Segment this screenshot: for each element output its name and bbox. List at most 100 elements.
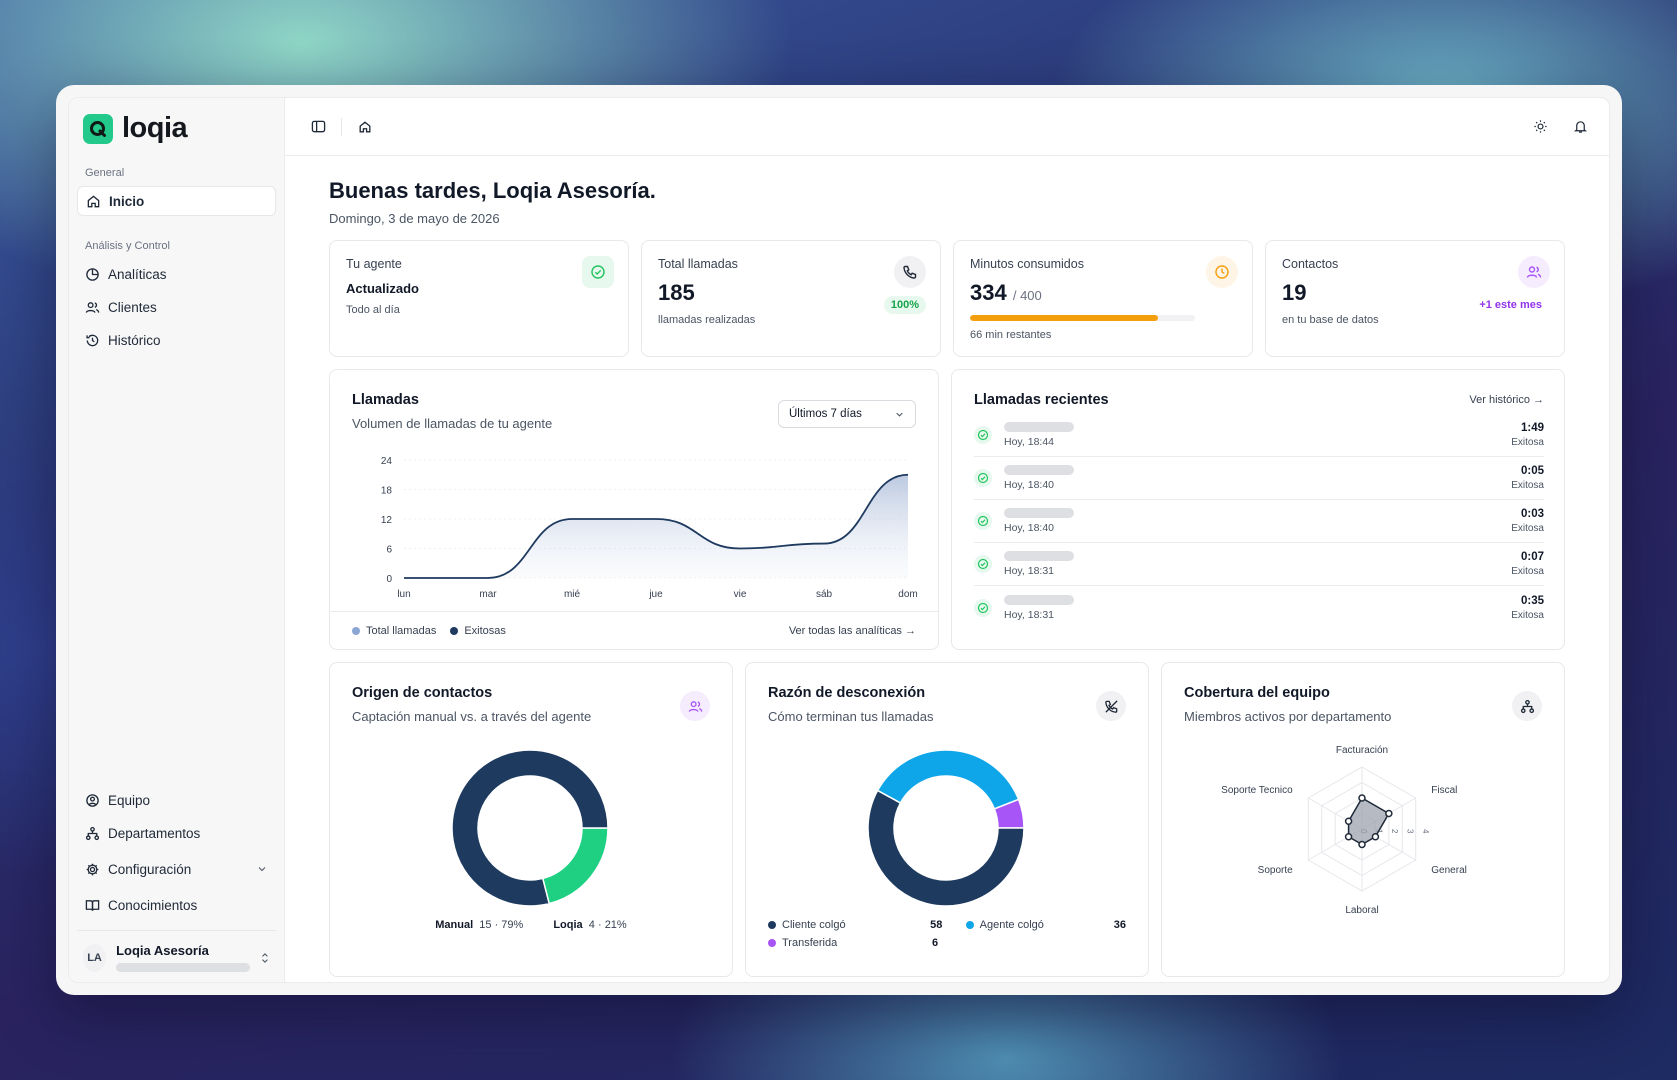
legend-value: 4 · 21% [588, 919, 627, 931]
history-icon [86, 334, 99, 346]
y-tick-label: 0 [386, 574, 392, 585]
list-item[interactable]: Hoy, 18:40 0:05 Exitosa [974, 457, 1544, 500]
app-frame: loqia General Inicio Análisis y Control … [68, 97, 1610, 983]
stat-title: Contactos [1282, 257, 1339, 271]
call-duration: 0:35 [1520, 594, 1544, 607]
check-circle-icon [974, 426, 992, 444]
legend-label: Exitosas [464, 624, 506, 637]
list-item[interactable]: Hoy, 18:31 0:07 Exitosa [974, 543, 1544, 586]
panel-title: Cobertura del equipo [1184, 685, 1330, 701]
home-icon [359, 120, 371, 132]
sidebar-item-label: Departamentos [108, 825, 201, 841]
sidebar-item-label: Analíticas [108, 266, 167, 282]
phone-off-icon [1096, 691, 1126, 721]
avatar: LA [83, 943, 107, 972]
panel-title: Origen de contactos [352, 685, 493, 701]
caller-name-redacted [1004, 422, 1074, 432]
check-circle-icon [974, 512, 992, 530]
radar-area [1347, 796, 1390, 846]
call-duration: 0:03 [1520, 508, 1544, 520]
contacts-card[interactable]: Contactos 19 en tu base de datos +1 este… [1265, 240, 1565, 357]
agent-status-card[interactable]: Tu agente Actualizado Todo al día [329, 240, 629, 357]
sidebar-item-configuracion[interactable]: Configuración [77, 854, 276, 884]
sidebar-item-clientes[interactable]: Clientes [77, 292, 276, 322]
y-tick-label: 6 [386, 545, 392, 556]
stat-subtitle: 66 min restantes [970, 329, 1052, 341]
view-analytics-link[interactable]: Ver todas las analíticas → [788, 624, 916, 637]
agent-status: Actualizado [346, 281, 419, 296]
notifications-button[interactable] [1571, 118, 1589, 136]
minutes-progress-fill [970, 315, 1158, 321]
caller-name-redacted [1004, 508, 1074, 518]
stat-title: Tu agente [346, 257, 402, 271]
disconnect-legend: Cliente colgó 58 Agente colgó 36 Transfe… [768, 919, 1126, 949]
sidebar-item-equipo[interactable]: Equipo [77, 785, 276, 815]
view-history-link[interactable]: Ver histórico → [1469, 394, 1544, 406]
sidebar-toggle-icon [311, 120, 325, 133]
range-select[interactable]: Últimos 7 días [778, 400, 916, 428]
radar-point [1385, 809, 1393, 818]
legend-success: Exitosas [450, 625, 506, 637]
section-label-analysis: Análisis y Control [85, 240, 170, 252]
clock-icon [1206, 256, 1238, 288]
brand-name: loqia [122, 112, 188, 144]
app-window: loqia General Inicio Análisis y Control … [56, 85, 1622, 995]
call-time: Hoy, 18:31 [1004, 608, 1055, 621]
donut-slice-client [867, 789, 1025, 907]
disconnect-reason-card: Razón de desconexión Cómo terminan tus l… [745, 662, 1149, 977]
sidebar-item-conocimientos[interactable]: Conocimientos [77, 890, 276, 920]
sidebar-item-label: Equipo [108, 792, 151, 808]
total-calls-card[interactable]: Total llamadas 185 llamadas realizadas 1… [641, 240, 941, 357]
x-tick-label: sáb [816, 589, 833, 600]
user-name: Loqia Asesoría [116, 943, 209, 958]
sidebar: loqia General Inicio Análisis y Control … [69, 98, 285, 982]
sidebar-item-label: Inicio [109, 193, 145, 209]
panel-title: Llamadas [352, 392, 419, 408]
panel-title: Llamadas recientes [974, 392, 1109, 408]
radar-tick-label: 3 [1406, 829, 1415, 834]
brand-logo[interactable]: loqia [77, 110, 276, 167]
radar-category-label: Soporte Tecnico [1221, 785, 1293, 796]
call-duration: 0:07 [1520, 551, 1544, 563]
call-time: Hoy, 18:44 [1004, 436, 1055, 448]
x-tick-label: mar [479, 589, 497, 600]
caller-name-redacted [1004, 551, 1074, 561]
sidebar-item-analiticas[interactable]: Analíticas [77, 259, 276, 289]
legend-dot [965, 921, 974, 929]
legend-label: Loqia [553, 919, 583, 931]
call-time: Hoy, 18:40 [1004, 479, 1055, 491]
radar-point [1344, 817, 1353, 825]
minutes-card[interactable]: Minutos consumidos 334 / 400 66 min rest… [953, 240, 1253, 357]
user-menu[interactable]: LA Loqia Asesoría [77, 930, 276, 972]
radar-category-label: Laboral [1345, 905, 1378, 916]
sidebar-item-inicio[interactable]: Inicio [77, 186, 276, 216]
legend-value: 15 · 79% [479, 919, 524, 931]
radar-tick-label: 2 [1390, 829, 1399, 834]
call-status: Exitosa [1511, 609, 1544, 621]
sidebar-item-historico[interactable]: Histórico [77, 325, 276, 355]
call-status: Exitosa [1511, 480, 1544, 491]
sidebar-item-departamentos[interactable]: Departamentos [77, 818, 276, 848]
theme-toggle-button[interactable] [1531, 118, 1549, 136]
chevron-down-icon [896, 412, 903, 417]
legend-client: Cliente colgó [768, 919, 916, 931]
sidebar-toggle-button[interactable] [309, 118, 327, 136]
contacts-growth-badge: +1 este mes [1479, 299, 1542, 311]
breadcrumb-home-button[interactable] [356, 118, 374, 136]
donut-slice-loqia [541, 827, 609, 905]
call-status: Exitosa [1511, 566, 1544, 577]
origin-legend: Manual 15 · 79% Loqia 4 · 21% [330, 919, 732, 931]
list-item[interactable]: Hoy, 18:40 0:03 Exitosa [974, 500, 1544, 543]
contacts-value: 19 [1282, 280, 1307, 305]
sidebar-item-label: Configuración [108, 861, 192, 877]
legend-dot [450, 626, 459, 635]
home-icon [87, 194, 100, 207]
call-duration: 1:49 [1520, 422, 1544, 434]
stat-subtitle: Todo al día [346, 304, 400, 316]
disconnect-donut-chart [867, 749, 1025, 907]
sidebar-bottom: Equipo Departamentos Configuración [77, 785, 276, 972]
main-area: Buenas tardes, Loqia Asesoría. Domingo, … [285, 98, 1609, 982]
list-item[interactable]: Hoy, 18:31 0:35 Exitosa [974, 586, 1544, 629]
legend-dot [768, 939, 776, 947]
list-item[interactable]: Hoy, 18:44 1:49 Exitosa [974, 414, 1544, 457]
